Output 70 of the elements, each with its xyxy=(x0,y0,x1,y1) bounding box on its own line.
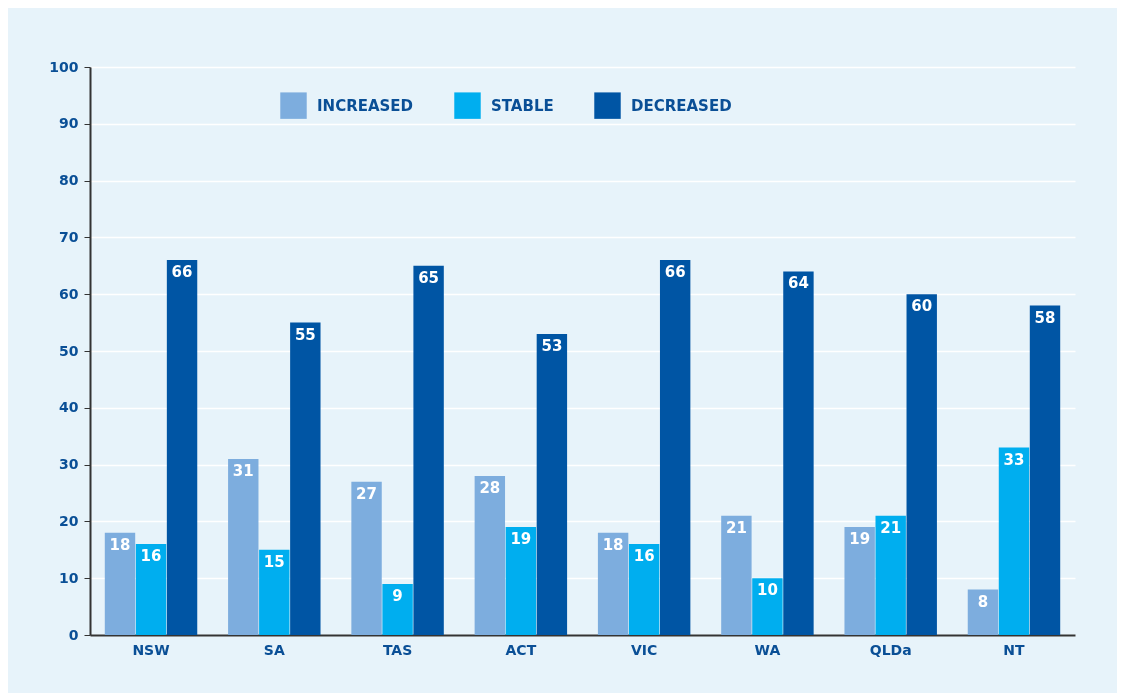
data-label: 19 xyxy=(510,530,532,549)
data-label: 33 xyxy=(1003,450,1025,469)
data-label: 27 xyxy=(356,484,377,503)
bar xyxy=(413,265,444,635)
y-tick-label: 40 xyxy=(59,399,79,416)
data-label: 16 xyxy=(633,547,655,566)
y-tick-label: 70 xyxy=(59,228,79,245)
data-label: 31 xyxy=(232,461,254,480)
data-label: 21 xyxy=(880,518,902,537)
bar xyxy=(166,260,198,635)
bar xyxy=(536,333,568,635)
data-label: 9 xyxy=(392,586,403,605)
data-label: 28 xyxy=(479,478,501,497)
data-label: 19 xyxy=(849,530,871,549)
bar xyxy=(259,549,290,635)
data-label: 10 xyxy=(756,581,778,600)
data-label: 53 xyxy=(541,336,563,355)
data-label: 8 xyxy=(977,592,989,611)
data-label: 64 xyxy=(788,274,809,293)
y-tick-label: 60 xyxy=(59,285,79,302)
data-label: 65 xyxy=(418,268,440,287)
bar xyxy=(906,294,937,635)
bar xyxy=(104,532,136,635)
bar xyxy=(628,544,660,635)
bar xyxy=(967,589,999,635)
x-tick-label: NSW xyxy=(132,641,170,658)
bar xyxy=(844,527,875,635)
data-label: 18 xyxy=(602,535,624,554)
bar xyxy=(783,271,814,635)
y-tick-label: 30 xyxy=(59,456,79,473)
data-label: 66 xyxy=(664,263,686,282)
x-tick-label: NT xyxy=(1003,641,1026,658)
bar xyxy=(228,458,259,635)
data-label: 55 xyxy=(294,325,316,344)
x-tick-label: TAS xyxy=(382,641,413,658)
data-label: 60 xyxy=(911,297,933,316)
x-tick-label: SA xyxy=(263,641,285,658)
data-label: 15 xyxy=(263,552,285,571)
bar xyxy=(597,532,629,635)
y-tick-label: 50 xyxy=(59,342,79,359)
bar xyxy=(351,481,382,635)
x-tick-label: WA xyxy=(754,641,781,658)
bar xyxy=(659,260,691,635)
bar xyxy=(721,515,752,635)
legend-label: STABLE xyxy=(491,96,554,115)
y-tick-label: 10 xyxy=(59,569,79,586)
data-label: 16 xyxy=(140,547,162,566)
data-label: 58 xyxy=(1034,308,1056,327)
bar xyxy=(290,322,321,635)
bar xyxy=(474,475,506,635)
y-tick-label: 80 xyxy=(59,172,79,189)
bar xyxy=(382,583,413,635)
data-label: 66 xyxy=(171,263,193,282)
bar xyxy=(875,515,906,635)
y-tick-label: 90 xyxy=(59,115,79,132)
y-tick-label: 0 xyxy=(68,626,79,643)
x-tick-label: ACT xyxy=(505,641,537,658)
bar xyxy=(505,527,537,635)
x-tick-label: VIC xyxy=(630,641,658,658)
y-tick-label: 100 xyxy=(49,58,79,75)
data-label: 18 xyxy=(109,535,131,554)
legend-label: DECREASED xyxy=(631,96,732,115)
x-tick-label: QLDa xyxy=(869,641,912,658)
bar xyxy=(752,578,783,635)
data-label: 21 xyxy=(725,518,747,537)
bar xyxy=(1029,305,1061,635)
y-tick-label: 20 xyxy=(59,512,79,529)
bar xyxy=(998,447,1030,635)
legend-label: INCREASED xyxy=(317,96,414,115)
bar xyxy=(135,544,167,635)
